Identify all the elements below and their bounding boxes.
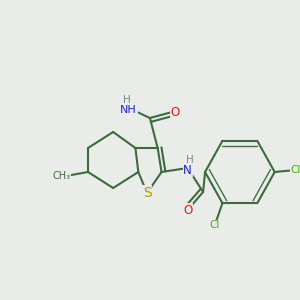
- Text: O: O: [183, 203, 192, 217]
- Text: Cl: Cl: [291, 165, 300, 175]
- Text: Cl: Cl: [209, 220, 220, 230]
- Text: NH: NH: [120, 105, 137, 115]
- Text: H: H: [186, 155, 194, 165]
- Text: CH₃: CH₃: [53, 171, 71, 181]
- Text: S: S: [142, 186, 152, 200]
- Text: O: O: [170, 106, 180, 118]
- Text: H: H: [123, 95, 130, 105]
- Text: N: N: [183, 164, 192, 176]
